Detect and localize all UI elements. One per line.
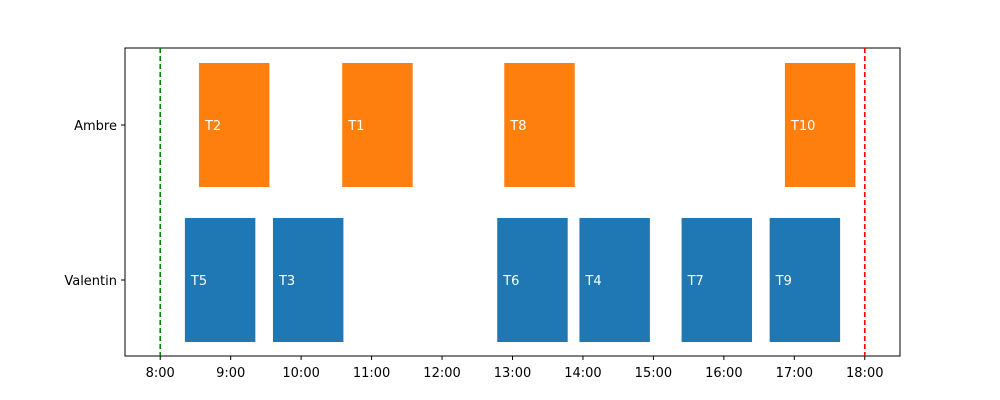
y-tick-label-valentin: Valentin [64, 274, 117, 289]
x-tick-label: 13:00 [494, 366, 531, 381]
x-tick-label: 18:00 [846, 366, 883, 381]
y-tick-label-ambre: Ambre [74, 119, 117, 134]
task-bar-t1 [342, 63, 413, 187]
task-bar-t10 [784, 63, 856, 187]
task-label-t1: T1 [347, 119, 364, 134]
x-tick-label: 15:00 [635, 366, 672, 381]
task-label-t8: T8 [509, 119, 526, 134]
task-bar-t5 [184, 218, 256, 342]
task-bar-t3 [272, 218, 344, 342]
x-tick-label: 16:00 [705, 366, 742, 381]
x-tick-label: 10:00 [282, 366, 319, 381]
x-tick-label: 11:00 [353, 366, 390, 381]
task-label-t3: T3 [278, 274, 295, 289]
task-label-t2: T2 [204, 119, 221, 134]
task-label-t4: T4 [584, 274, 601, 289]
task-bar-t6 [497, 218, 568, 342]
task-label-t10: T10 [790, 119, 815, 134]
x-tick-label: 14:00 [564, 366, 601, 381]
x-tick-label: 17:00 [776, 366, 813, 381]
task-bar-t9 [769, 218, 841, 342]
x-tick-label: 8:00 [146, 366, 175, 381]
task-bar-t4 [579, 218, 650, 342]
task-label-t6: T6 [502, 274, 519, 289]
task-bar-t7 [681, 218, 753, 342]
task-bar-t2 [198, 63, 270, 187]
task-bar-t8 [504, 63, 575, 187]
task-label-t9: T9 [775, 274, 792, 289]
task-label-t5: T5 [190, 274, 207, 289]
x-tick-label: 12:00 [423, 366, 460, 381]
task-label-t7: T7 [687, 274, 704, 289]
x-tick-label: 9:00 [216, 366, 245, 381]
